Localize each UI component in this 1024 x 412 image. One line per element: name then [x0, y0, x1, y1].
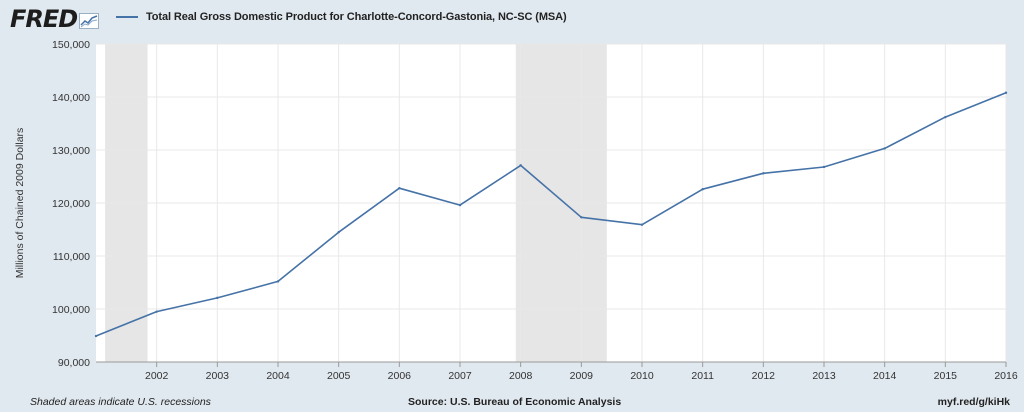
series-line[interactable]	[95, 92, 1007, 337]
y-tick-label: 120,000	[52, 198, 90, 210]
source-text: Source: U.S. Bureau of Economic Analysis	[408, 396, 622, 408]
x-tick-label: 2013	[812, 370, 836, 382]
y-tick-label: 110,000	[53, 251, 90, 263]
y-tick-label: 150,000	[52, 39, 90, 51]
line-chart[interactable]: 90,000 100,000 110,000 120,000 130,000 140,00…	[0, 0, 1024, 394]
series-points	[94, 91, 1008, 338]
x-tick-label: 2014	[873, 370, 897, 382]
chart-line-icon	[79, 12, 100, 29]
legend-swatch	[116, 16, 138, 18]
x-tick-label: 2005	[327, 370, 351, 382]
y-tick-label: 100,000	[52, 304, 90, 316]
y-tick-label: 140,000	[52, 92, 90, 104]
x-tick-label: 2010	[630, 370, 654, 382]
data-point	[155, 310, 158, 313]
data-point	[458, 203, 462, 207]
x-tick-label: 2009	[570, 370, 594, 382]
data-point	[822, 165, 826, 169]
y-axis-label: Millions of Chained 2009 Dollars	[14, 128, 26, 279]
data-point	[216, 296, 219, 300]
chart-header: FRED Total Real Gross Domestic Product f…	[0, 0, 1024, 36]
chart-legend[interactable]: Total Real Gross Domestic Product for Ch…	[116, 11, 567, 23]
legend-series-title: Total Real Gross Domestic Product for Ch…	[146, 11, 567, 23]
data-point	[519, 164, 522, 167]
data-point	[640, 223, 644, 226]
x-tick-label: 2003	[206, 370, 230, 382]
fred-logo[interactable]: FRED	[10, 5, 100, 33]
data-point	[276, 280, 280, 283]
gridlines	[96, 43, 1007, 362]
data-point	[398, 186, 401, 190]
short-url-link[interactable]: myf.red/g/kiHk	[937, 396, 1010, 408]
x-axis-ticks: 2002 2003 2004 2005 2006 2007 2008 2009 2010 2011…	[96, 361, 1018, 382]
x-tick-label: 2006	[388, 370, 412, 382]
x-tick-label: 2002	[145, 370, 169, 382]
data-point	[701, 188, 704, 191]
x-tick-label: 2015	[934, 370, 958, 382]
y-tick-label: 130,000	[52, 145, 90, 157]
data-point	[762, 172, 765, 175]
recession-note: Shaded areas indicate U.S. recessions	[30, 396, 211, 408]
fred-logo-text: FRED	[10, 5, 78, 33]
x-tick-label: 2012	[752, 370, 776, 382]
chart-footer: Shaded areas indicate U.S. recessions So…	[0, 394, 1024, 412]
y-axis-ticks: 90,000 100,000 110,000 120,000 130,000 140,00…	[52, 39, 90, 369]
data-point	[337, 230, 340, 234]
data-point	[94, 334, 98, 338]
x-tick-label: 2007	[448, 370, 472, 382]
data-point	[883, 147, 886, 150]
data-point	[944, 115, 947, 119]
x-tick-label: 2016	[994, 370, 1018, 382]
data-point	[1004, 91, 1008, 94]
data-point	[580, 216, 583, 219]
y-tick-label: 90,000	[58, 357, 90, 369]
x-tick-label: 2004	[266, 370, 290, 382]
x-tick-label: 2008	[509, 370, 533, 382]
x-tick-label: 2011	[691, 370, 714, 382]
